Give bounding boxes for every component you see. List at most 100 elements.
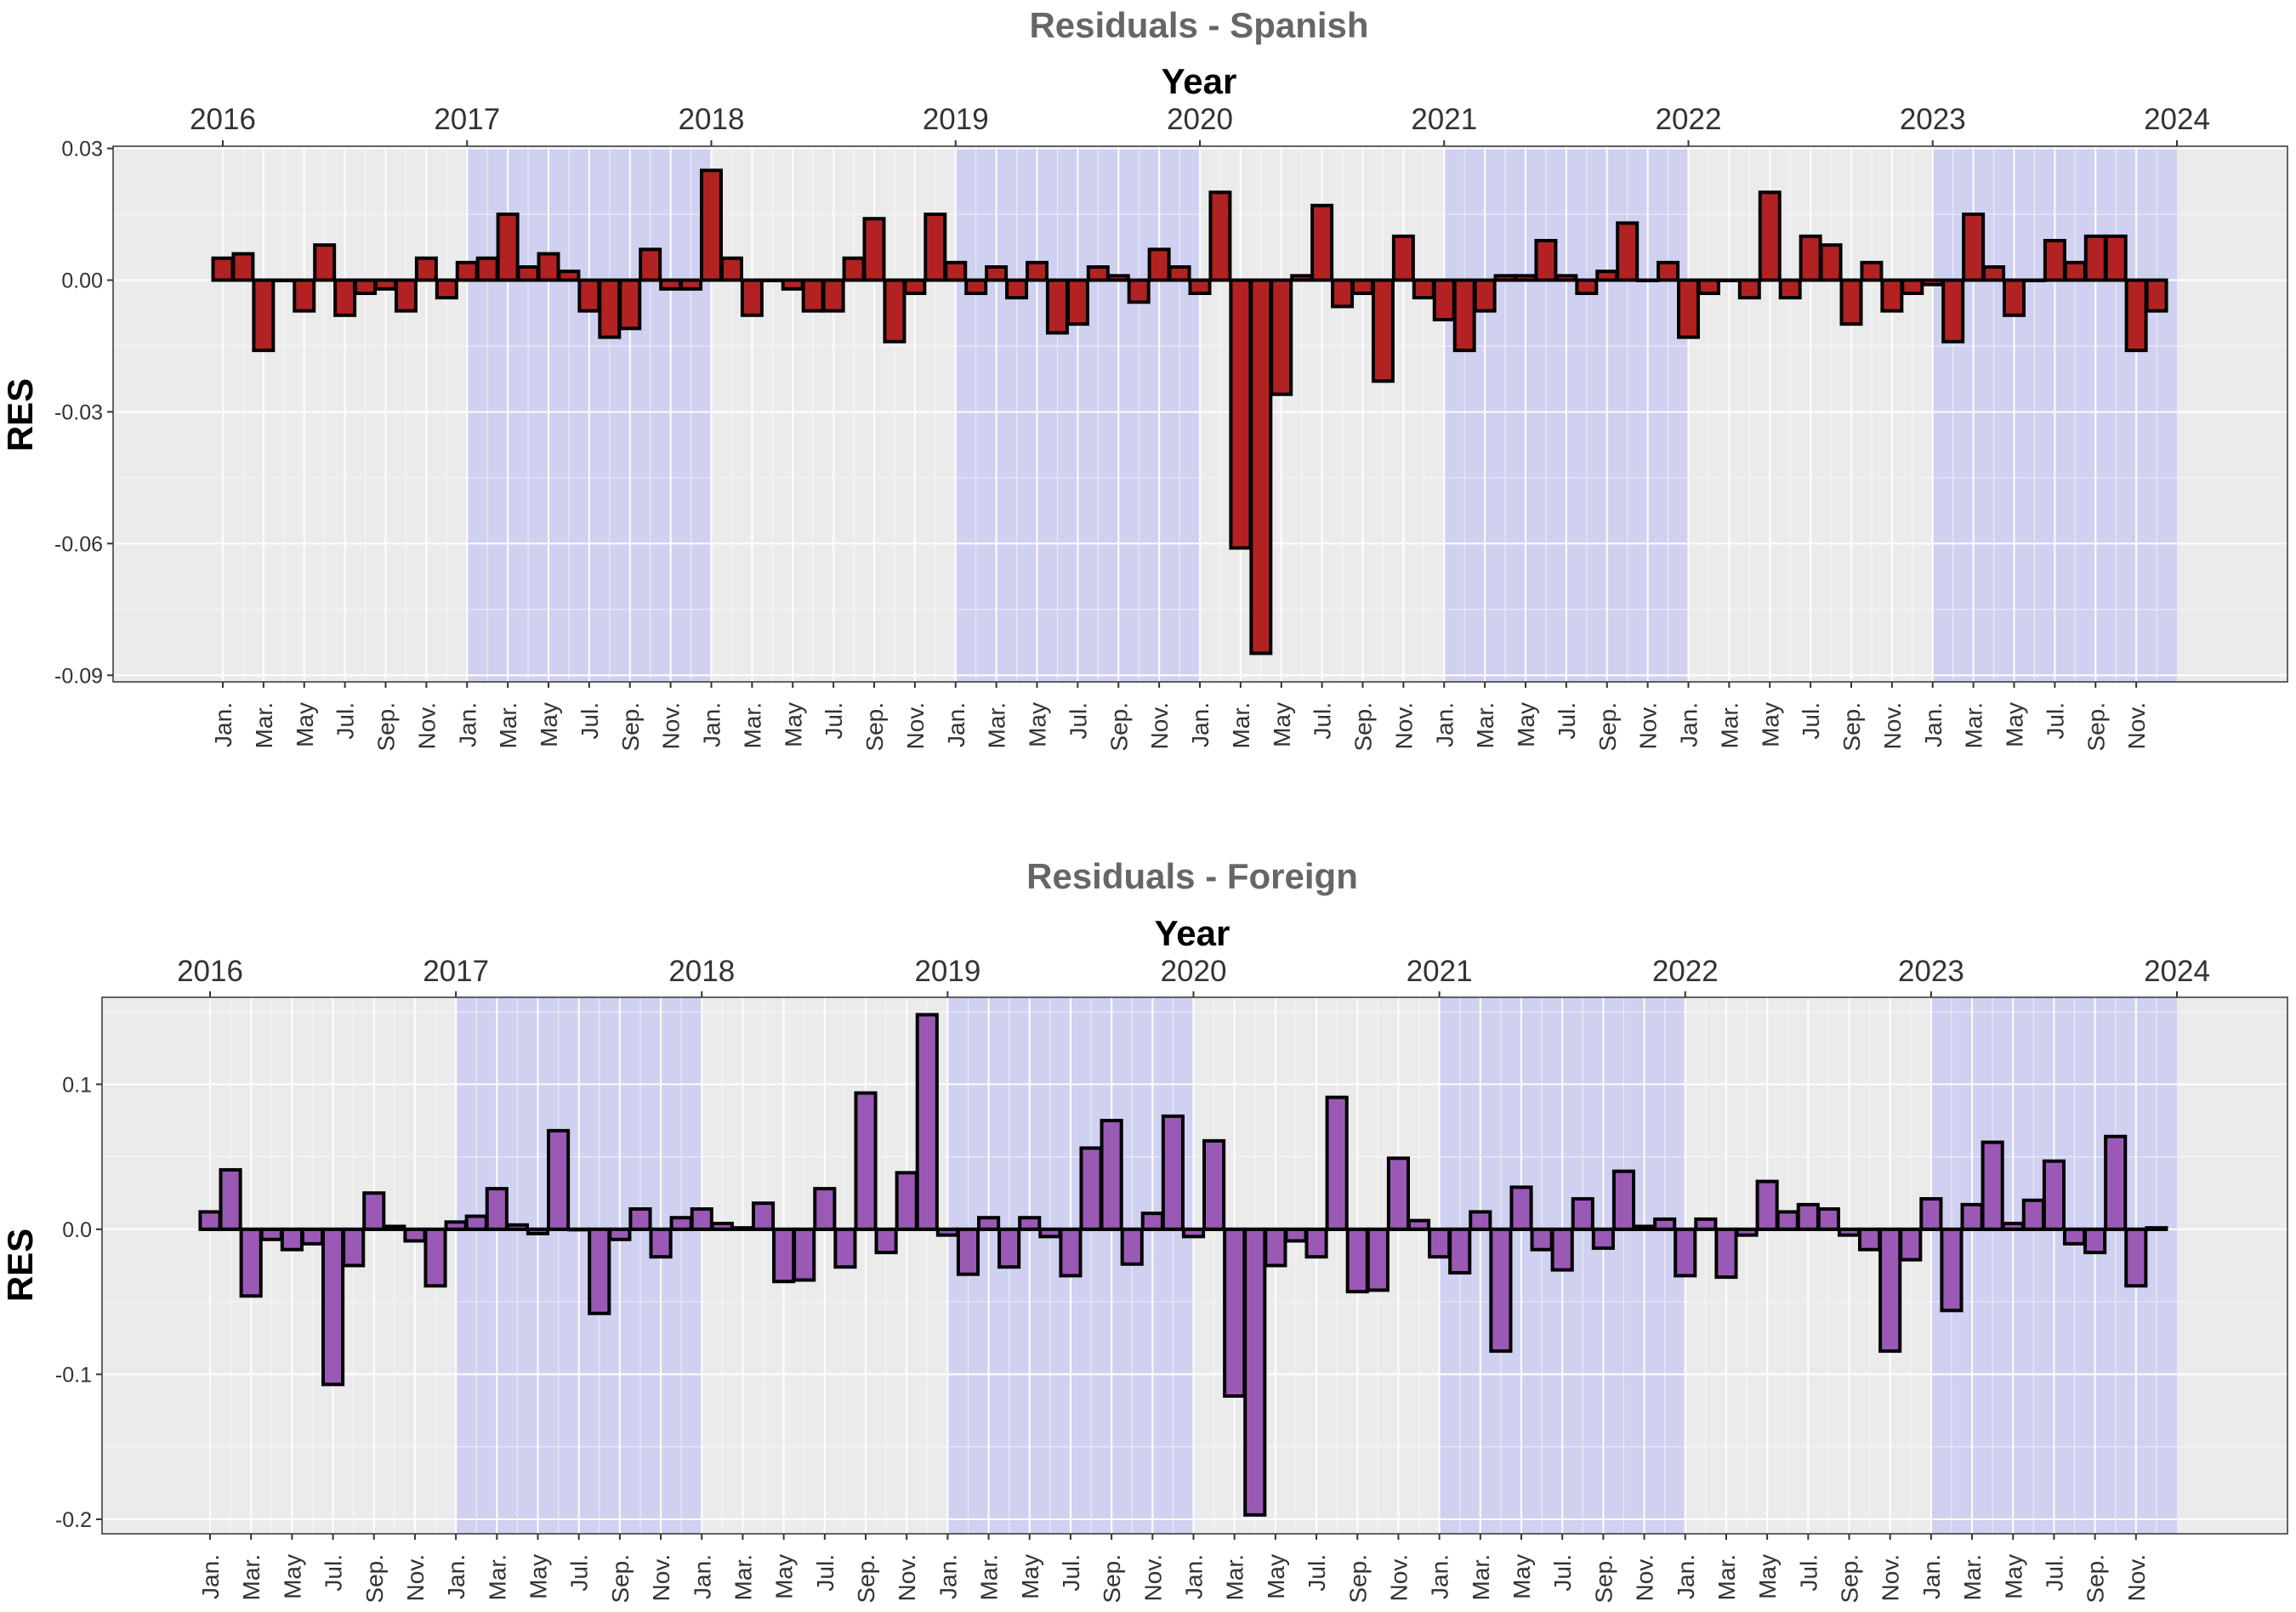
bar (1229, 278, 1253, 550)
bar (1045, 278, 1069, 335)
bar (862, 217, 886, 282)
bar (1127, 278, 1151, 304)
month-tick-label: Jul. (812, 1554, 838, 1592)
bar (464, 1214, 488, 1231)
bar (1331, 278, 1355, 309)
bar (239, 1227, 263, 1298)
bar (2042, 1159, 2066, 1231)
year-tick-label: 2018 (679, 103, 745, 136)
bar (1796, 1202, 1820, 1231)
bar (403, 1227, 427, 1243)
bar (485, 1187, 509, 1231)
bar (577, 278, 601, 313)
month-tick-label: May (526, 1554, 552, 1599)
month-tick-label: May (292, 702, 318, 747)
bar (1819, 243, 1843, 282)
bar (1059, 1227, 1083, 1278)
bar (915, 1013, 939, 1231)
month-tick-label: Jul. (821, 702, 847, 740)
bar (924, 213, 947, 282)
bar (690, 1206, 713, 1231)
month-tick-label: Nov. (2123, 702, 2150, 750)
month-tick-label: May (2002, 702, 2028, 747)
bar (1530, 1227, 1554, 1252)
bar (362, 1191, 386, 1231)
month-tick-label: May (1017, 1554, 1043, 1599)
bar (2104, 1134, 2128, 1231)
month-tick-label: Sep. (853, 1554, 879, 1603)
bar (2043, 239, 2066, 282)
bar (1778, 278, 1802, 300)
bar (2021, 1198, 2045, 1231)
y-axis-title-foreign: RES (0, 1229, 40, 1302)
bar (1714, 1227, 1738, 1280)
bar (2083, 1227, 2107, 1255)
bar (1371, 278, 1395, 383)
month-tick-label: Jan. (1920, 702, 1946, 747)
bar (2083, 234, 2107, 282)
bar (313, 243, 337, 282)
bar (1432, 278, 1456, 321)
bar (874, 1227, 898, 1255)
bar (1310, 203, 1334, 282)
month-tick-label: Sep. (861, 702, 888, 752)
bar (435, 278, 458, 300)
month-tick-label: Nov. (413, 702, 440, 750)
bar (2062, 1227, 2087, 1246)
bar (333, 278, 357, 317)
month-tick-label: Nov. (1139, 1554, 1166, 1602)
bar (1776, 1210, 1799, 1231)
bar (854, 1091, 878, 1231)
bar (956, 1227, 980, 1276)
bar (1243, 1227, 1267, 1517)
bar (1575, 278, 1599, 295)
month-tick-label: Sep. (1837, 1554, 1863, 1603)
month-tick-label: Jul. (1549, 1554, 1576, 1592)
bar (1982, 265, 2006, 282)
bar (1534, 239, 1558, 282)
bar (1816, 1206, 1840, 1231)
month-tick-label: Jul. (332, 702, 359, 740)
bar (1079, 1146, 1103, 1231)
bar (1981, 1140, 2004, 1231)
year-tick-label: 2023 (1898, 955, 1964, 988)
month-tick-label: Jul. (2042, 702, 2068, 740)
bar (2104, 234, 2128, 282)
bar (1860, 260, 1884, 282)
month-tick-label: Jul. (1798, 702, 1824, 740)
month-tick-label: Mar. (1961, 702, 1987, 748)
bar (751, 1201, 776, 1231)
month-tick-label: Sep. (1590, 1554, 1617, 1603)
month-tick-label: Mar. (238, 1554, 264, 1600)
plot-panel-foreign: 0.1 0.0 -0.1 -0.2 2016 2017 2018 2019 2020 2021 20… (55, 955, 2288, 1603)
month-tick-label: Mar. (1959, 1554, 1986, 1600)
month-tick-label: Mar. (1472, 702, 1498, 748)
bar (414, 256, 438, 282)
y-tick-label: -0.06 (54, 532, 103, 556)
month-tick-label: Jan. (935, 1554, 961, 1599)
plot-panel-spanish: 0.03 0.00 -0.03 -0.06 -0.09 2016 2017 2018 2019 2… (54, 103, 2288, 752)
bar (2124, 278, 2148, 353)
month-tick-label: Jul. (566, 1554, 593, 1592)
month-tick-label: Jan. (1431, 702, 1458, 747)
bar (1140, 1212, 1164, 1231)
bar (618, 278, 642, 331)
month-tick-label: Nov. (1385, 1554, 1412, 1602)
bar (1880, 278, 1904, 313)
month-tick-label: Jan. (1187, 702, 1213, 747)
month-tick-label: Sep. (607, 1554, 634, 1603)
bar (1345, 1227, 1369, 1294)
bar (2063, 260, 2087, 282)
month-tick-label: Mar. (984, 702, 1010, 748)
bar (1677, 278, 1700, 339)
bar (649, 1227, 673, 1259)
month-tick-label: Mar. (1713, 1554, 1740, 1600)
bar (354, 278, 378, 295)
month-tick-label: Jan. (443, 1554, 469, 1599)
year-tick-label: 2017 (434, 103, 500, 136)
bar (628, 1206, 652, 1231)
bar (1223, 1227, 1247, 1398)
bar (1919, 1197, 1943, 1231)
bar (944, 260, 968, 282)
bar (700, 168, 723, 282)
